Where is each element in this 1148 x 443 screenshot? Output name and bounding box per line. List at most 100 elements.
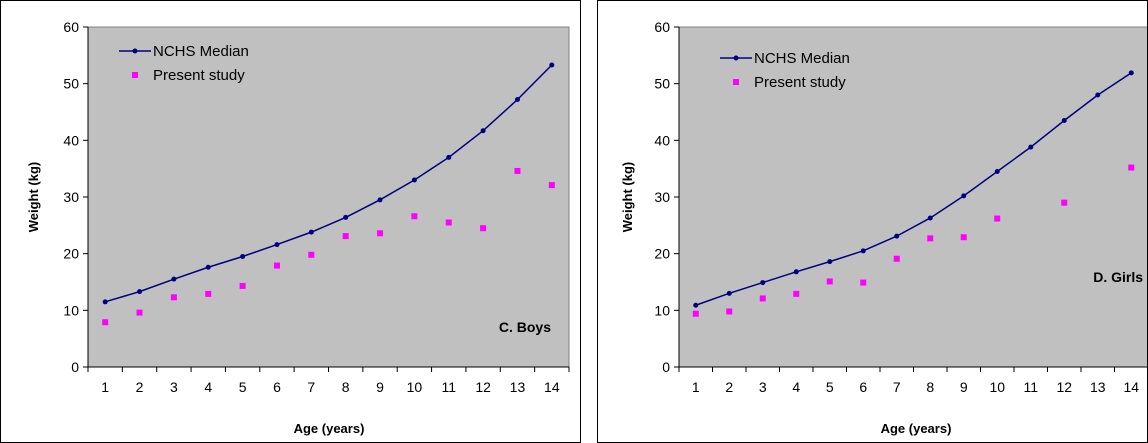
x-tick-label: 9 bbox=[376, 379, 384, 395]
y-tick-label: 10 bbox=[654, 302, 670, 318]
x-tick-label: 6 bbox=[859, 379, 867, 395]
y-tick-label: 30 bbox=[63, 189, 79, 205]
x-tick-label: 10 bbox=[407, 379, 423, 395]
data-point bbox=[102, 319, 109, 326]
x-tick-label: 5 bbox=[826, 379, 834, 395]
x-tick-label: 1 bbox=[101, 379, 109, 395]
data-point bbox=[170, 294, 177, 301]
x-tick-label: 8 bbox=[926, 379, 934, 395]
y-tick-label: 0 bbox=[662, 359, 670, 375]
x-tick-label: 6 bbox=[273, 379, 281, 395]
data-point bbox=[205, 264, 211, 270]
series-line bbox=[104, 64, 553, 303]
series-nchs-median bbox=[693, 70, 1134, 308]
legend-label: Present study bbox=[754, 74, 846, 91]
legend-label: NCHS Median bbox=[754, 50, 850, 67]
data-point bbox=[343, 214, 349, 220]
data-point bbox=[726, 308, 733, 315]
data-point bbox=[411, 177, 417, 183]
data-point bbox=[826, 278, 833, 285]
legend: NCHS Median Present study bbox=[109, 38, 277, 95]
x-tick-label: 7 bbox=[893, 379, 901, 395]
data-point bbox=[205, 290, 212, 297]
legend-marker bbox=[132, 72, 138, 78]
y-tick-label: 0 bbox=[71, 359, 79, 375]
y-tick-label: 60 bbox=[654, 19, 670, 35]
x-tick-label: 2 bbox=[136, 379, 144, 395]
data-point bbox=[308, 229, 314, 235]
x-axis-title: Age (years) bbox=[881, 421, 952, 436]
data-point bbox=[377, 230, 384, 237]
data-point bbox=[760, 280, 766, 286]
y-tick-label: 10 bbox=[63, 302, 79, 318]
data-point bbox=[239, 282, 246, 289]
data-point bbox=[446, 154, 452, 160]
x-tick-label: 14 bbox=[544, 379, 560, 395]
y-tick-label: 20 bbox=[63, 246, 79, 262]
data-point bbox=[827, 259, 833, 265]
data-point bbox=[793, 290, 800, 297]
legend-marker bbox=[733, 79, 739, 85]
data-point bbox=[548, 182, 555, 189]
legend-marker bbox=[733, 55, 739, 61]
y-tick-label: 20 bbox=[654, 246, 670, 262]
x-tick-label: 4 bbox=[204, 379, 212, 395]
x-tick-label: 8 bbox=[342, 379, 350, 395]
legend-box bbox=[109, 38, 277, 95]
data-point bbox=[860, 248, 866, 254]
legend-marker bbox=[132, 48, 138, 54]
series-present-study bbox=[102, 167, 555, 326]
data-point bbox=[1128, 70, 1134, 76]
y-tick-label: 40 bbox=[63, 132, 79, 148]
data-point bbox=[342, 233, 349, 240]
x-tick-label: 7 bbox=[307, 379, 315, 395]
x-tick-label: 5 bbox=[239, 379, 247, 395]
series-present-study bbox=[692, 164, 1135, 317]
data-point bbox=[1061, 118, 1067, 123]
x-tick-label: 11 bbox=[441, 379, 456, 395]
data-point bbox=[514, 97, 520, 103]
data-point bbox=[514, 167, 521, 174]
x-tick-label: 14 bbox=[1123, 379, 1139, 395]
data-point bbox=[274, 242, 280, 248]
data-point bbox=[480, 128, 486, 134]
chart-boys: 0 10 20 30 40 50 60 1 2 3 4 5 6 7 8 9 10 11 12 13 14 Weight (… bbox=[0, 0, 581, 443]
x-axis-title: Age (years) bbox=[294, 421, 365, 436]
data-point bbox=[1061, 199, 1068, 206]
data-point bbox=[549, 62, 555, 68]
legend-box bbox=[710, 45, 870, 102]
data-point bbox=[445, 219, 452, 226]
x-tick-label: 4 bbox=[792, 379, 800, 395]
data-point bbox=[137, 289, 143, 295]
x-tick-label: 3 bbox=[759, 379, 767, 395]
data-point bbox=[860, 279, 867, 286]
data-point bbox=[136, 309, 143, 316]
y-tick-label: 40 bbox=[654, 132, 670, 148]
series-nchs-median bbox=[102, 62, 555, 305]
x-tick-label: 2 bbox=[725, 379, 733, 395]
y-axis-title: Weight (kg) bbox=[26, 162, 41, 233]
chart-girls: 0 10 20 30 40 50 60 1 2 3 4 5 6 7 8 9 10 11 12 13 14 Weight (… bbox=[597, 0, 1148, 443]
data-point bbox=[961, 193, 967, 199]
series-line bbox=[695, 72, 1132, 306]
x-tick-label: 13 bbox=[1090, 379, 1106, 395]
data-point bbox=[893, 255, 900, 262]
y-tick-label: 50 bbox=[63, 76, 79, 92]
data-point bbox=[240, 254, 246, 259]
data-point bbox=[927, 215, 933, 221]
x-tick-label: 10 bbox=[989, 379, 1005, 395]
x-tick-label: 11 bbox=[1023, 379, 1038, 395]
data-point bbox=[1095, 92, 1101, 98]
data-point bbox=[894, 233, 900, 239]
y-tick-label: 60 bbox=[63, 19, 79, 35]
x-tick-label: 9 bbox=[960, 379, 968, 395]
data-point bbox=[1028, 144, 1034, 150]
data-point bbox=[960, 234, 967, 241]
panel-label: C. Boys bbox=[499, 319, 551, 335]
data-point bbox=[927, 235, 934, 242]
data-point bbox=[793, 269, 799, 275]
data-point bbox=[692, 310, 699, 317]
legend: NCHS Median Present study bbox=[710, 45, 870, 102]
